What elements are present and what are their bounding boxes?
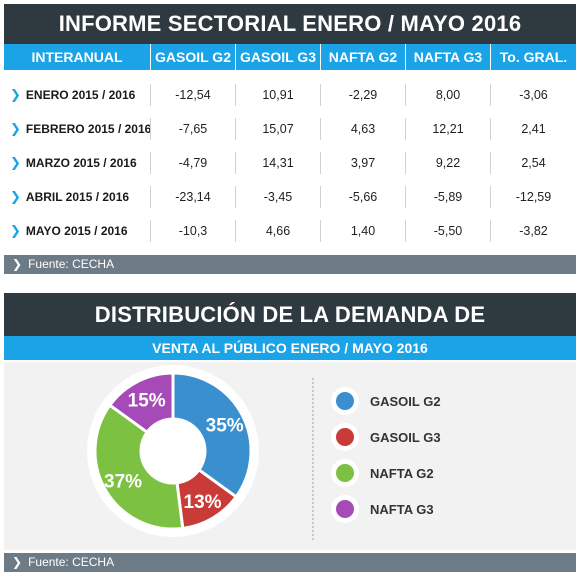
header-gasoil-g3: GASOIL G3 [235, 44, 320, 70]
cell-gasoil-g3: 14,31 [235, 152, 320, 174]
table-row: ❯ MARZO 2015 / 2016 -4,79 14,31 3,97 9,22… [4, 146, 576, 180]
cell-gasoil-g3: 15,07 [235, 118, 320, 140]
source-text: Fuente: CECHA [28, 555, 115, 569]
cell-total-general: -3,06 [490, 84, 576, 106]
row-label: ❯ ABRIL 2015 / 2016 [4, 189, 150, 205]
header-gasoil-g2: GASOIL G2 [150, 44, 235, 70]
legend-item: NAFTA G3 [331, 494, 434, 524]
chevron-right-icon: ❯ [12, 555, 23, 569]
cell-nafta-g2: 3,97 [320, 152, 405, 174]
table-row: ❯ ENERO 2015 / 2016 -12,54 10,91 -2,29 8,… [4, 78, 576, 112]
cell-nafta-g2: 1,40 [320, 220, 405, 242]
cell-nafta-g2: 4,63 [320, 118, 405, 140]
cell-gasoil-g2: -12,54 [150, 84, 235, 106]
cell-nafta-g2: -2,29 [320, 84, 405, 106]
legend-item: GASOIL G3 [331, 422, 441, 452]
cell-gasoil-g2: -4,79 [150, 152, 235, 174]
row-label-text: MAYO 2015 / 2016 [25, 224, 128, 238]
cell-gasoil-g3: 10,91 [235, 84, 320, 106]
cell-nafta-g3: 8,00 [405, 84, 490, 106]
header-nafta-g3: NAFTA G3 [405, 44, 490, 70]
cell-nafta-g3: -5,89 [405, 186, 490, 208]
chart-subtitle: VENTA AL PÚBLICO ENERO / MAYO 2016 [4, 336, 576, 360]
table-row: ❯ FEBRERO 2015 / 2016 -7,65 15,07 4,63 12… [4, 112, 576, 146]
cell-gasoil-g2: -7,65 [150, 118, 235, 140]
chart-source-bar: ❯ Fuente: CECHA [4, 553, 576, 572]
chart-title: DISTRIBUCIÓN DE LA DEMANDA DE COMBUSTIBL… [4, 293, 576, 370]
legend-dot-icon [331, 495, 359, 523]
chevron-right-icon: ❯ [10, 87, 21, 102]
row-label: ❯ MARZO 2015 / 2016 [4, 155, 150, 171]
legend-label: GASOIL G3 [370, 429, 441, 445]
legend-dot-icon [331, 387, 359, 415]
chevron-right-icon: ❯ [10, 223, 21, 238]
row-label-text: ABRIL 2015 / 2016 [25, 190, 130, 204]
legend-item: GASOIL G2 [331, 386, 441, 416]
table-source-bar: ❯ Fuente: CECHA [4, 255, 576, 274]
cell-total-general: 2,41 [490, 118, 576, 140]
legend-divider [312, 378, 314, 540]
cell-total-general: 2,54 [490, 152, 576, 174]
row-label: ❯ FEBRERO 2015 / 2016 [4, 121, 152, 137]
cell-nafta-g3: 9,22 [405, 152, 490, 174]
chevron-right-icon: ❯ [10, 121, 21, 136]
row-label-text: FEBRERO 2015 / 2016 [25, 122, 152, 136]
cell-nafta-g3: 12,21 [405, 118, 490, 140]
legend-dot-icon [331, 423, 359, 451]
legend-label: NAFTA G2 [370, 465, 434, 481]
row-label: ❯ ENERO 2015 / 2016 [4, 87, 150, 103]
cell-total-general: -12,59 [490, 186, 576, 208]
legend-label: NAFTA G3 [370, 501, 434, 517]
cell-gasoil-g3: 4,66 [235, 220, 320, 242]
row-label-text: MARZO 2015 / 2016 [25, 156, 137, 170]
chart-area [4, 362, 576, 550]
row-label-text: ENERO 2015 / 2016 [25, 88, 136, 102]
table-title: INFORME SECTORIAL ENERO / MAYO 2016 [4, 4, 576, 44]
cell-nafta-g2: -5,66 [320, 186, 405, 208]
table-header-row: INTERANUAL GASOIL G2 GASOIL G3 NAFTA G2 … [4, 44, 576, 70]
table-row: ❯ ABRIL 2015 / 2016 -23,14 -3,45 -5,66 -5… [4, 180, 576, 214]
legend-item: NAFTA G2 [331, 458, 434, 488]
source-text: Fuente: CECHA [28, 257, 115, 271]
legend-label: GASOIL G2 [370, 393, 441, 409]
table-row: ❯ MAYO 2015 / 2016 -10,3 4,66 1,40 -5,50 … [4, 214, 576, 248]
header-nafta-g2: NAFTA G2 [320, 44, 405, 70]
chevron-right-icon: ❯ [10, 189, 21, 204]
legend-dot-icon [331, 459, 359, 487]
row-label: ❯ MAYO 2015 / 2016 [4, 223, 150, 239]
header-interanual: INTERANUAL [31, 49, 123, 65]
chevron-right-icon: ❯ [10, 155, 21, 170]
cell-gasoil-g2: -10,3 [150, 220, 235, 242]
header-total-general: To. GRAL. [490, 44, 576, 70]
chevron-right-icon: ❯ [12, 257, 23, 271]
cell-gasoil-g2: -23,14 [150, 186, 235, 208]
cell-nafta-g3: -5,50 [405, 220, 490, 242]
cell-total-general: -3,82 [490, 220, 576, 242]
cell-gasoil-g3: -3,45 [235, 186, 320, 208]
